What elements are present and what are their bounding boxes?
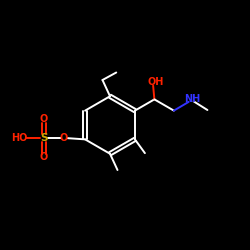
Text: O: O (40, 114, 48, 124)
Text: HO: HO (11, 133, 28, 143)
Text: S: S (40, 133, 48, 143)
Text: OH: OH (148, 77, 164, 87)
Text: NH: NH (184, 94, 201, 104)
Text: O: O (60, 133, 68, 143)
Text: O: O (40, 152, 48, 162)
